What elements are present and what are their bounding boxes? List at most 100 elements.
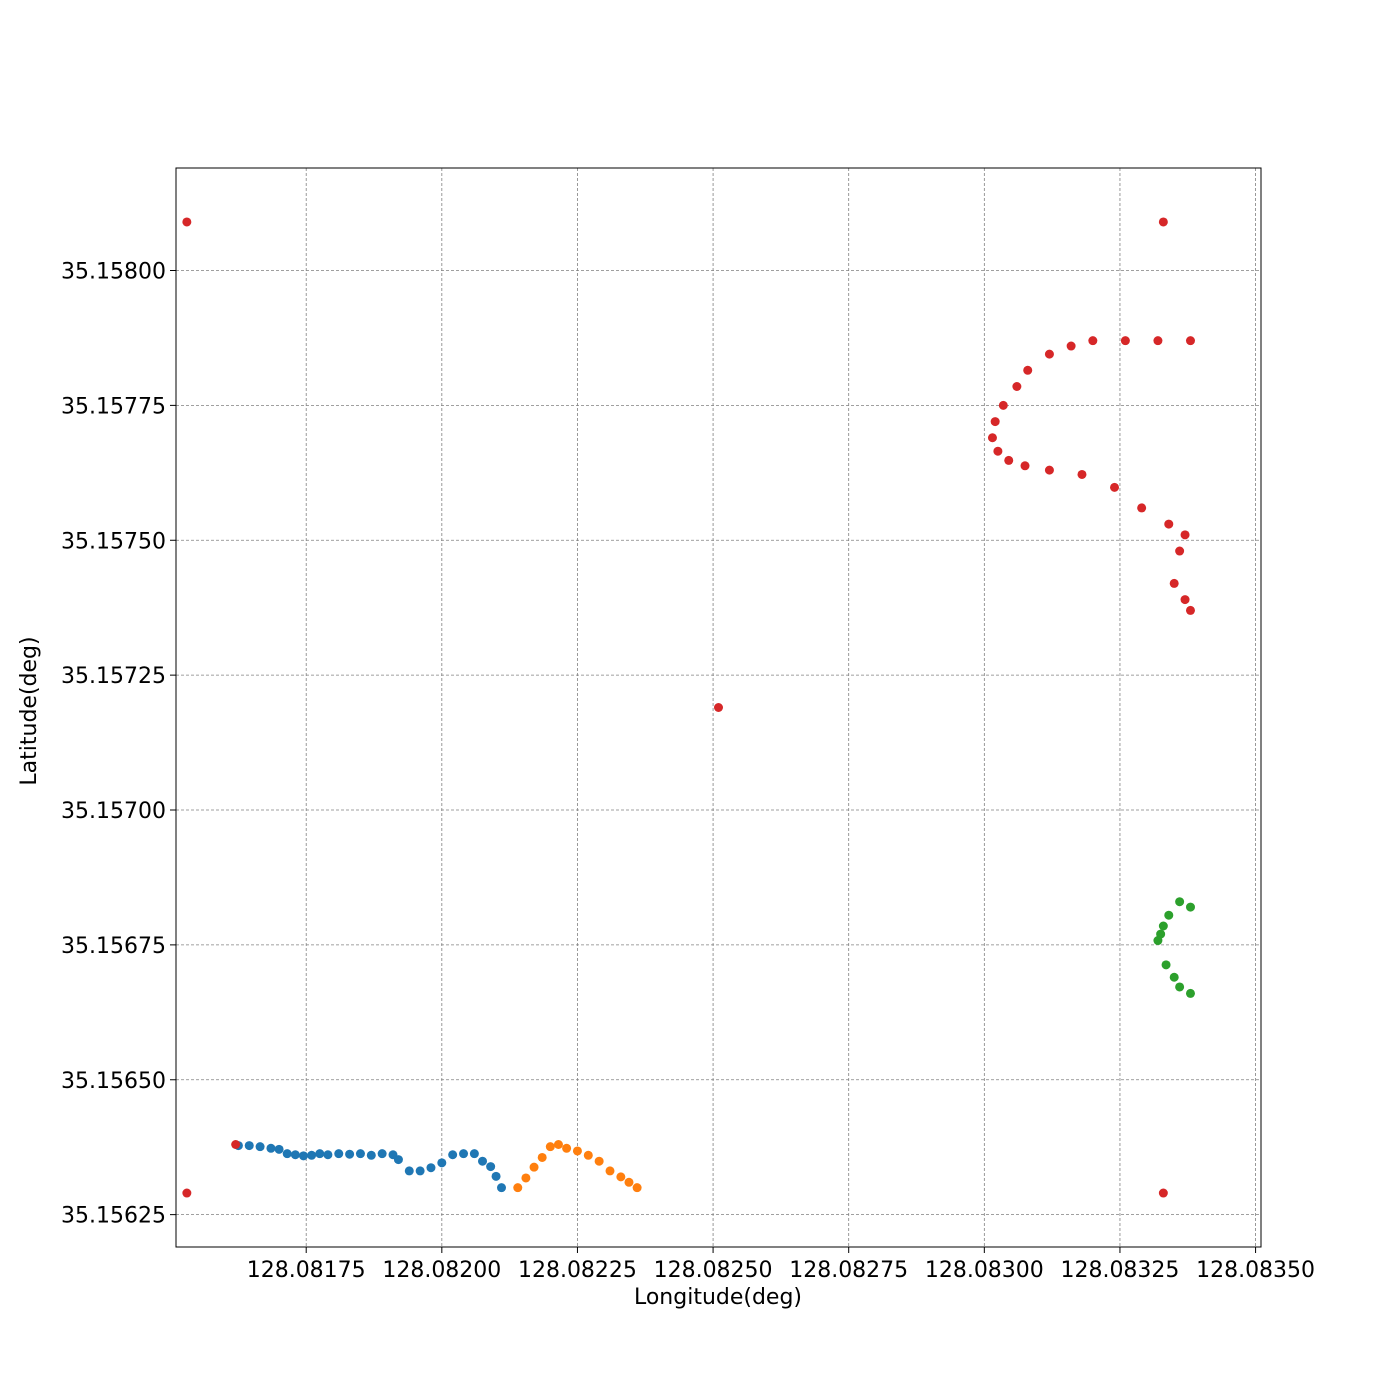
data-point xyxy=(1153,936,1163,946)
y-tick-label: 35.15800 xyxy=(61,260,166,285)
data-point xyxy=(1180,530,1190,540)
data-point xyxy=(1158,1188,1168,1198)
y-tick-label: 35.15675 xyxy=(61,934,166,959)
y-tick-label: 35.15725 xyxy=(61,664,166,689)
y-tick-label: 35.15625 xyxy=(61,1204,166,1229)
data-point xyxy=(323,1150,333,1160)
data-point xyxy=(274,1144,284,1154)
x-tick-label: 128.08175 xyxy=(247,1258,366,1283)
data-point xyxy=(282,1149,292,1159)
data-point xyxy=(415,1166,425,1176)
data-point xyxy=(182,1188,192,1198)
series-3 xyxy=(182,217,1195,1198)
data-point xyxy=(521,1173,531,1183)
data-point xyxy=(231,1140,241,1149)
data-point xyxy=(1164,519,1174,529)
data-point xyxy=(529,1162,539,1172)
data-point xyxy=(366,1150,376,1160)
data-point xyxy=(478,1156,488,1166)
data-point xyxy=(426,1163,436,1173)
data-point xyxy=(448,1150,458,1160)
data-point xyxy=(1180,595,1190,605)
y-tick-label: 35.15750 xyxy=(61,529,166,554)
data-point xyxy=(1137,503,1147,513)
data-point xyxy=(583,1150,593,1160)
data-point xyxy=(1185,902,1195,912)
data-point xyxy=(334,1149,344,1159)
data-point xyxy=(998,400,1008,410)
data-point xyxy=(1164,910,1174,920)
data-point xyxy=(553,1140,563,1149)
data-point xyxy=(491,1171,501,1181)
x-tick-label: 128.08350 xyxy=(1196,1258,1315,1283)
data-point xyxy=(1153,336,1163,346)
y-axis-label: Latitude(deg) xyxy=(17,636,42,785)
data-point xyxy=(1004,455,1014,465)
data-point xyxy=(1158,921,1168,931)
data-point xyxy=(616,1172,626,1182)
data-point xyxy=(594,1156,604,1166)
data-point xyxy=(632,1183,642,1193)
plot-area-frame xyxy=(175,167,1262,1248)
data-point xyxy=(377,1149,387,1159)
data-point xyxy=(1110,482,1120,492)
data-point xyxy=(1169,972,1179,982)
data-points xyxy=(182,217,1195,1198)
data-point xyxy=(469,1149,479,1159)
x-axis-label: Longitude(deg) xyxy=(634,1285,802,1310)
data-point xyxy=(1169,578,1179,588)
data-point xyxy=(990,417,1000,427)
y-tick-label: 35.15700 xyxy=(61,799,166,824)
data-point xyxy=(1044,349,1054,359)
x-tick-label: 128.08300 xyxy=(925,1258,1044,1283)
data-point xyxy=(486,1162,496,1172)
data-point xyxy=(545,1142,555,1152)
data-point xyxy=(1175,982,1185,992)
data-point xyxy=(1020,461,1030,471)
data-point xyxy=(572,1146,582,1156)
data-point xyxy=(307,1150,317,1160)
data-point xyxy=(624,1177,634,1187)
data-point xyxy=(266,1143,276,1153)
data-point xyxy=(993,446,1003,456)
y-tick-label: 35.15775 xyxy=(61,394,166,419)
data-point xyxy=(605,1166,615,1176)
data-point xyxy=(562,1143,572,1153)
data-point xyxy=(315,1149,325,1159)
data-point xyxy=(1175,897,1185,907)
x-tick-label: 128.08275 xyxy=(789,1258,908,1283)
data-point xyxy=(182,217,192,227)
data-point xyxy=(1044,465,1054,475)
data-point xyxy=(497,1183,506,1193)
series-2 xyxy=(1153,897,1195,998)
data-point xyxy=(255,1142,265,1152)
data-point xyxy=(1185,988,1195,998)
data-point xyxy=(1066,341,1076,351)
data-point xyxy=(537,1152,547,1162)
data-point xyxy=(1185,605,1195,615)
data-point xyxy=(1158,217,1168,227)
data-point xyxy=(1023,365,1033,375)
data-point xyxy=(437,1158,447,1168)
x-tick-label: 128.08200 xyxy=(382,1258,501,1283)
data-point xyxy=(1185,336,1195,346)
data-point xyxy=(404,1166,414,1176)
x-tick-label: 128.08325 xyxy=(1060,1258,1179,1283)
data-point xyxy=(1161,960,1171,970)
data-point xyxy=(355,1149,365,1159)
y-tick-label: 35.15650 xyxy=(61,1069,166,1094)
data-point xyxy=(1012,382,1022,391)
series-0 xyxy=(233,1141,506,1193)
data-point xyxy=(1120,336,1130,346)
data-point xyxy=(1077,469,1087,479)
data-point xyxy=(987,433,997,443)
series-1 xyxy=(513,1140,642,1193)
data-point xyxy=(459,1149,469,1159)
data-point xyxy=(1088,336,1098,346)
axis-ticks: 128.08175 128.08200 128.08225 128.08250 128.… xyxy=(61,260,1315,1283)
data-point xyxy=(1175,546,1185,556)
data-point xyxy=(345,1149,355,1159)
data-point xyxy=(244,1141,254,1151)
